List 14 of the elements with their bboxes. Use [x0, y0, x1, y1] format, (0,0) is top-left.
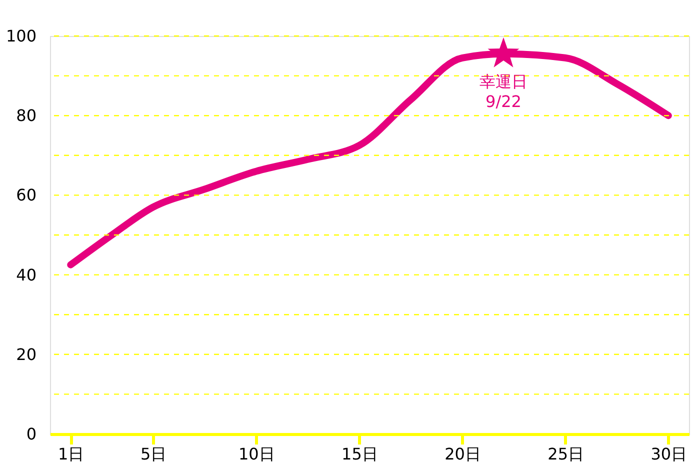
x-tick-label: 25日	[548, 444, 584, 464]
annotation: 幸運日 9/22	[479, 72, 528, 111]
y-tick-label: 100	[6, 26, 36, 46]
y-tick-label: 20	[16, 344, 36, 364]
y-tick-label: 60	[16, 186, 36, 205]
x-tick-label: 5日	[140, 444, 167, 464]
x-tick-label: 20日	[444, 444, 481, 464]
y-tick-label: 80	[16, 106, 36, 126]
y-tick-label: 0	[26, 424, 36, 444]
x-tick-label: 15日	[342, 444, 378, 464]
x-tick-label: 30日	[650, 444, 688, 464]
y-tick-label: 40	[16, 265, 36, 284]
x-tick-label: 10日	[238, 444, 275, 464]
x-tick-label: 1日	[58, 444, 84, 464]
